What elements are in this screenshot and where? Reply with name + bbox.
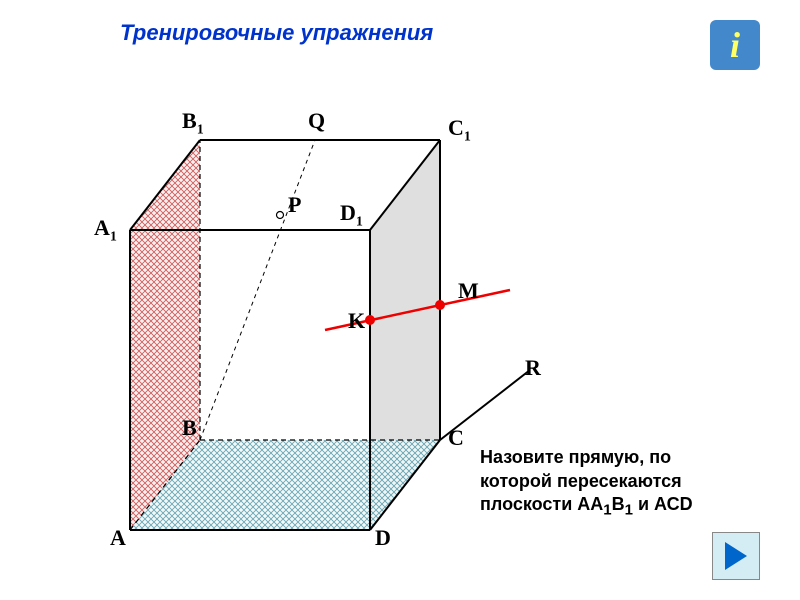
label-R: R bbox=[525, 355, 541, 381]
label-B1: B1 bbox=[182, 108, 204, 138]
label-M: M bbox=[458, 278, 479, 304]
label-K: K bbox=[348, 308, 365, 334]
page-title: Тренировочные упражнения bbox=[120, 20, 433, 46]
next-button[interactable] bbox=[712, 532, 760, 580]
label-C: C bbox=[448, 425, 464, 451]
info-icon[interactable]: i bbox=[710, 20, 760, 70]
label-B: B bbox=[182, 415, 197, 441]
info-icon-glyph: i bbox=[730, 24, 740, 66]
label-Q: Q bbox=[308, 108, 325, 134]
label-P: P bbox=[288, 192, 301, 218]
label-D1: D1 bbox=[340, 200, 363, 230]
label-A1: A1 bbox=[94, 215, 117, 245]
label-A: A bbox=[110, 525, 126, 551]
label-D: D bbox=[375, 525, 391, 551]
question-text: Назовите прямую, по которой пересекаются… bbox=[480, 446, 760, 520]
label-C1: C1 bbox=[448, 115, 471, 145]
next-arrow-icon bbox=[725, 542, 747, 570]
